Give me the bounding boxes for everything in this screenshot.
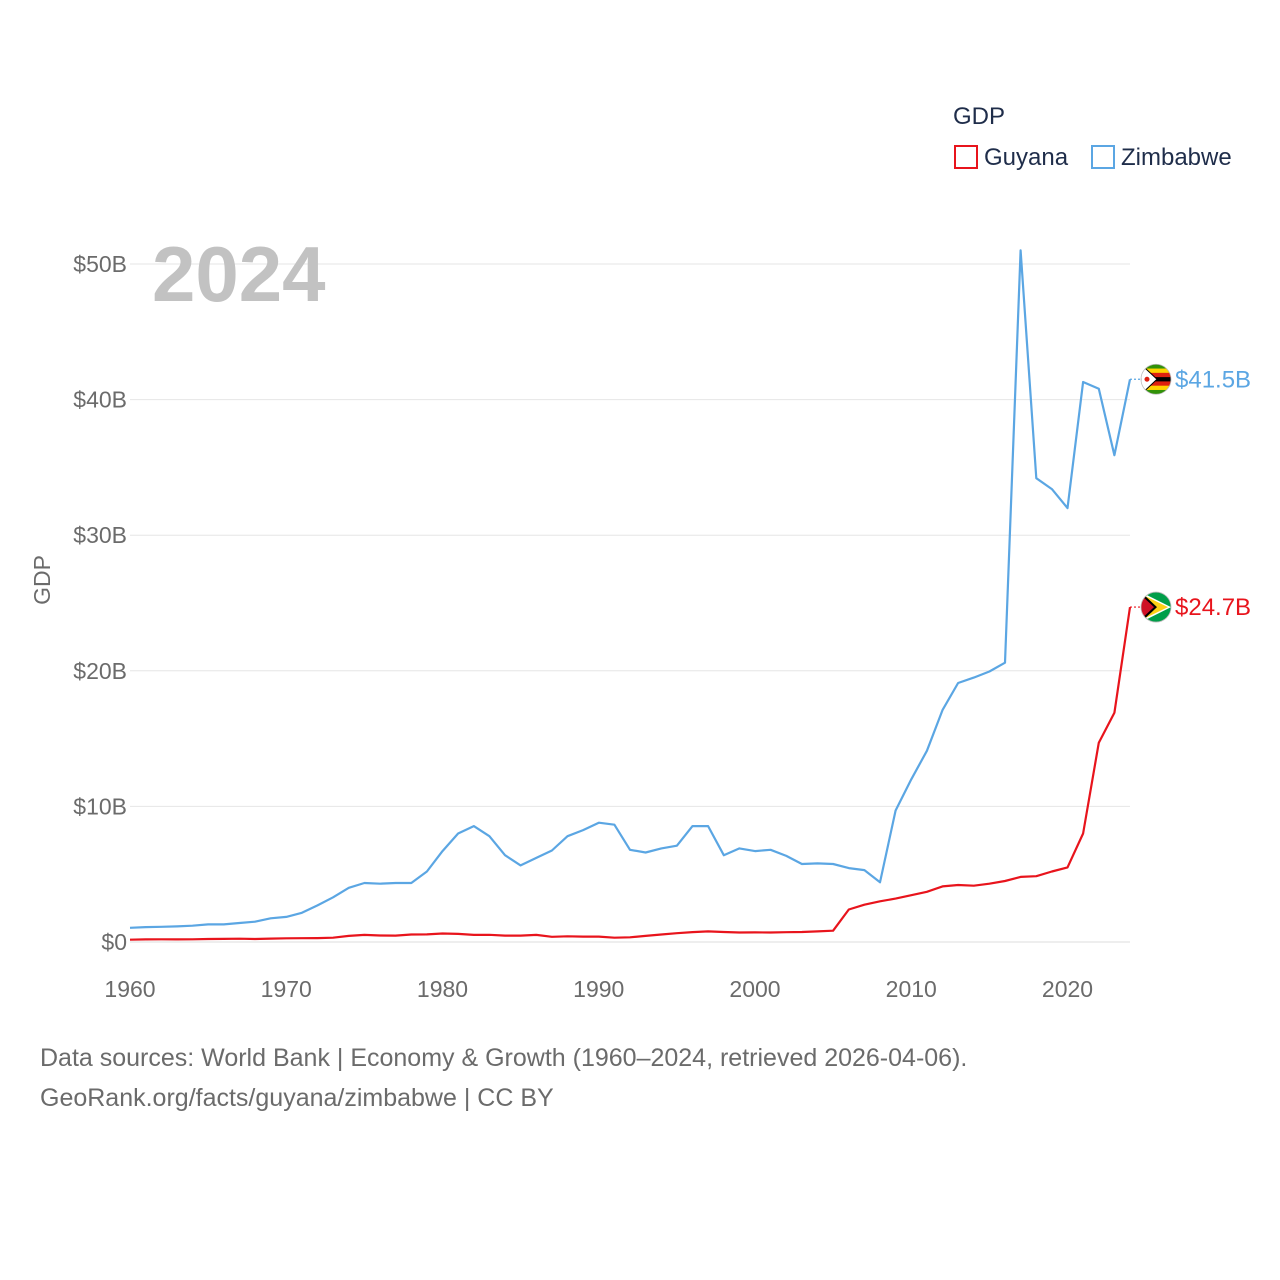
series-line-zimbabwe[interactable] xyxy=(129,249,1132,929)
end-value-label-guyana: $24.7B xyxy=(1175,594,1251,621)
x-tick-label: 2020 xyxy=(1042,976,1093,1002)
legend-title: GDP xyxy=(953,103,1005,130)
x-tick-label: 2010 xyxy=(886,976,937,1002)
y-tick-label: $50B xyxy=(73,251,127,277)
footer-sources: Data sources: World Bank | Economy & Gro… xyxy=(40,1044,968,1072)
legend-swatch-guyana[interactable] xyxy=(954,145,978,169)
legend: GDP Guyana Zimbabwe xyxy=(953,103,1232,171)
y-tick-label: $30B xyxy=(73,522,127,548)
footer-link[interactable]: GeoRank.org/facts/guyana/zimbabwe | CC B… xyxy=(40,1084,554,1112)
end-value-label-zimbabwe: $41.5B xyxy=(1175,366,1251,393)
y-axis-label: GDP xyxy=(29,555,55,605)
legend-label-guyana[interactable]: Guyana xyxy=(984,144,1069,171)
y-tick-label: $20B xyxy=(73,658,127,684)
legend-swatch-zimbabwe[interactable] xyxy=(1091,145,1115,169)
zimbabwe-flag-icon xyxy=(1141,364,1171,395)
y-tick-label: $10B xyxy=(73,793,127,819)
series-lines xyxy=(129,249,1132,941)
x-tick-label: 1970 xyxy=(261,976,312,1002)
gridlines xyxy=(130,263,1130,943)
y-axis-ticks: $0 $10B $20B $30B $40B $50B xyxy=(73,251,127,955)
x-tick-label: 1990 xyxy=(573,976,624,1002)
x-tick-label: 1960 xyxy=(104,976,155,1002)
guyana-flag-icon xyxy=(1141,592,1171,623)
y-tick-label: $0 xyxy=(101,929,127,955)
series-line-guyana[interactable] xyxy=(129,606,1132,941)
series-end-labels: $24.7B $41.5B xyxy=(1130,363,1251,623)
x-tick-label: 2000 xyxy=(729,976,780,1002)
y-tick-label: $40B xyxy=(73,387,127,413)
legend-label-zimbabwe[interactable]: Zimbabwe xyxy=(1121,144,1232,171)
x-tick-label: 1980 xyxy=(417,976,468,1002)
current-year-label: 2024 xyxy=(152,230,326,318)
x-axis-ticks: 1960 1970 1980 1990 2000 2010 2020 xyxy=(104,976,1093,1002)
